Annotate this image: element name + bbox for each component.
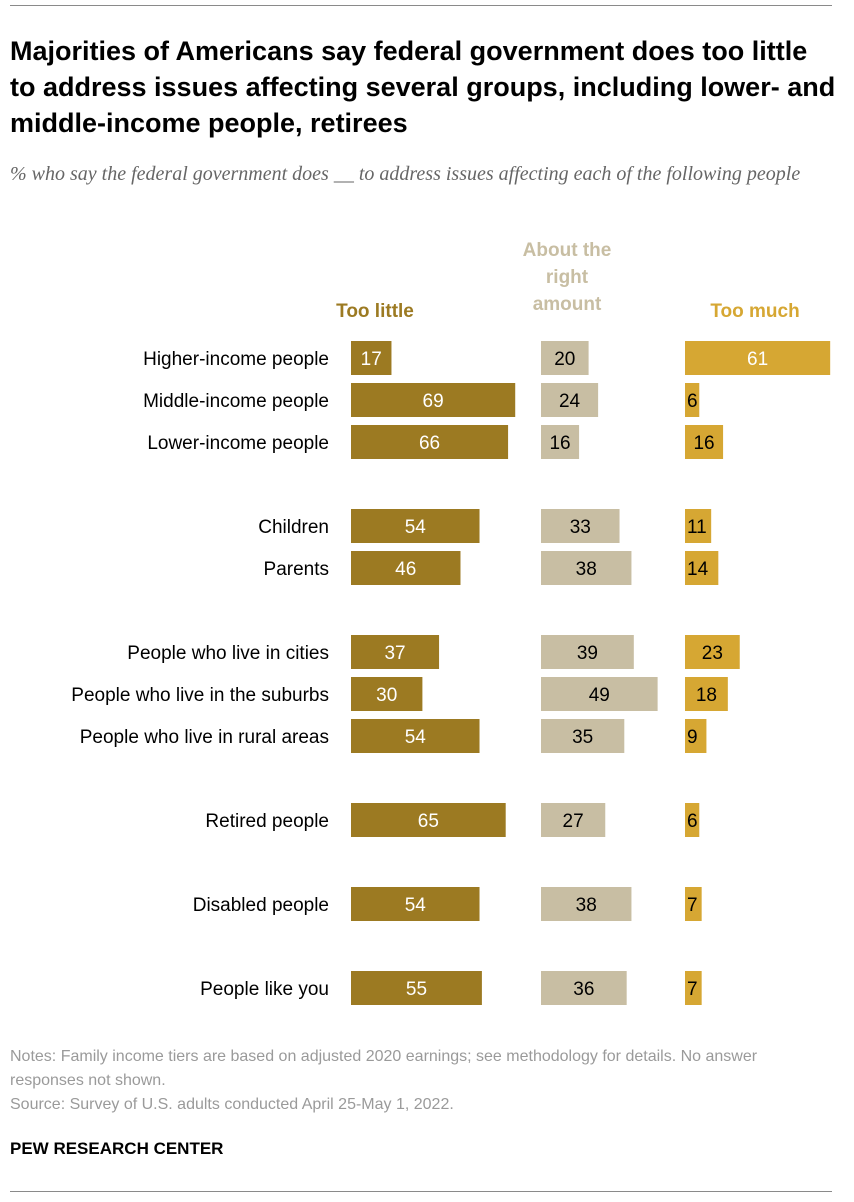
category-label: People like you (200, 979, 329, 1000)
bar-about-right (541, 677, 658, 711)
data-label: 55 (406, 979, 427, 1000)
data-label: 35 (572, 727, 593, 748)
notes-text: Notes: Family income tiers are based on … (10, 1048, 758, 1089)
bar-too-little (351, 677, 423, 711)
bar-too-little (351, 383, 516, 417)
category-label: Lower-income people (147, 433, 329, 454)
bar-too-little (351, 887, 480, 921)
category-label: People who live in rural areas (80, 727, 329, 748)
bar-too-much (685, 971, 702, 1005)
data-label: 61 (747, 349, 768, 370)
bar-about-right (541, 635, 634, 669)
data-label: 9 (687, 727, 698, 748)
data-label: 54 (405, 895, 427, 916)
bar-too-much (685, 803, 700, 837)
data-label: 20 (554, 349, 575, 370)
data-label: 17 (361, 349, 382, 370)
chart-subtitle: % who say the federal government does __… (10, 163, 801, 185)
data-label: 54 (405, 517, 427, 538)
data-label: 7 (687, 895, 698, 916)
data-label: 18 (696, 685, 717, 706)
bar-too-much (685, 887, 702, 921)
bar-too-little (351, 341, 392, 375)
series-header-too-much: Too much (710, 301, 800, 322)
bar-too-much (685, 635, 740, 669)
bar-about-right (541, 887, 632, 921)
data-label: 36 (573, 979, 594, 1000)
top-rule (10, 5, 832, 6)
category-label: Children (258, 517, 329, 538)
data-label: 54 (405, 727, 427, 748)
data-label: 33 (570, 517, 591, 538)
data-label: 37 (384, 643, 405, 664)
bar-too-much (685, 341, 831, 375)
bar-chart: Higher-income people 17 20 61 Middle-income … (71, 341, 831, 1005)
bar-too-little (351, 719, 480, 753)
data-label: 24 (559, 391, 581, 412)
bar-too-little (351, 425, 509, 459)
footnotes: Notes: Family income tiers are based on … (10, 1045, 830, 1117)
chart-title: Majorities of Americans say federal gove… (10, 36, 836, 138)
source-text: Source: Survey of U.S. adults conducted … (10, 1096, 454, 1113)
category-label: Higher-income people (143, 349, 329, 370)
data-label: 49 (589, 685, 610, 706)
data-label: 6 (687, 811, 698, 832)
bar-too-little (351, 971, 482, 1005)
bar-about-right (541, 425, 580, 459)
bar-about-right (541, 509, 620, 543)
data-label: 16 (549, 433, 570, 454)
category-label: Middle-income people (143, 391, 329, 412)
data-label: 66 (419, 433, 440, 454)
data-label: 46 (395, 559, 416, 580)
category-label: Parents (264, 559, 329, 580)
data-label: 16 (693, 433, 714, 454)
data-label: 30 (376, 685, 397, 706)
bar-about-right (541, 719, 625, 753)
bottom-rule (10, 1191, 832, 1192)
bar-too-much (685, 383, 700, 417)
bar-about-right (541, 341, 589, 375)
data-label: 38 (576, 559, 597, 580)
data-label: 6 (687, 391, 698, 412)
bar-too-much (685, 719, 707, 753)
bar-too-little (351, 551, 461, 585)
bar-too-much (685, 425, 724, 459)
category-label: People who live in cities (127, 643, 329, 664)
data-label: 14 (687, 559, 709, 580)
bar-about-right (541, 803, 606, 837)
data-label: 27 (563, 811, 584, 832)
bar-too-much (685, 551, 719, 585)
data-label: 69 (423, 391, 444, 412)
data-label: 39 (577, 643, 598, 664)
bar-about-right (541, 971, 627, 1005)
pew-logo-text: PEW RESEARCH CENTER (10, 1139, 224, 1158)
data-label: 11 (687, 517, 707, 538)
data-label: 65 (418, 811, 439, 832)
bar-too-little (351, 635, 440, 669)
data-label: 7 (687, 979, 698, 1000)
bar-about-right (541, 383, 599, 417)
data-label: 23 (702, 643, 723, 664)
category-label: Disabled people (193, 895, 329, 916)
category-label: Retired people (205, 811, 329, 832)
data-label: 38 (576, 895, 597, 916)
bar-about-right (541, 551, 632, 585)
bar-too-little (351, 803, 506, 837)
series-header-about-right: About the right amount (522, 240, 612, 315)
bar-too-little (351, 509, 480, 543)
category-label: People who live in the suburbs (71, 685, 329, 706)
series-header-too-little: Too little (336, 301, 414, 322)
bar-too-much (685, 509, 712, 543)
bar-too-much (685, 677, 728, 711)
